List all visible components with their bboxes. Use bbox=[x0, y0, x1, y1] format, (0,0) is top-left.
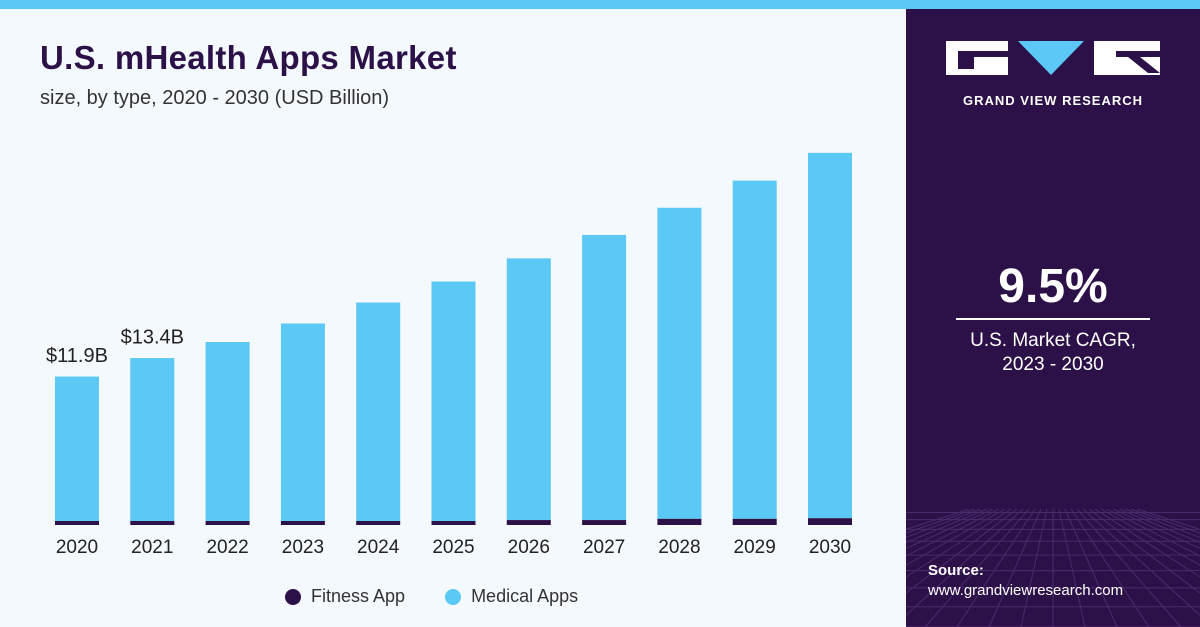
legend-label-fitness: Fitness App bbox=[311, 586, 406, 606]
chart-panel: U.S. mHealth Apps Market size, by type, … bbox=[0, 9, 906, 627]
x-tick-label-2026: 2026 bbox=[508, 537, 550, 558]
bar-fitness-2030 bbox=[808, 518, 852, 525]
cagr-divider bbox=[956, 318, 1150, 320]
legend-item-medical: Medical Apps bbox=[445, 586, 578, 607]
x-tick-label-2020: 2020 bbox=[56, 537, 98, 558]
x-tick-label-2022: 2022 bbox=[206, 537, 248, 558]
bar-medical-2024 bbox=[356, 302, 401, 521]
cagr-label-line2: 2023 - 2030 bbox=[1002, 354, 1104, 375]
data-label-2020: $11.9B bbox=[46, 345, 108, 367]
bar-fitness-2024 bbox=[356, 521, 401, 525]
summary-panel: GRAND VIEW RESEARCH 9.5% U.S. Market CAG… bbox=[906, 9, 1200, 627]
bar-fitness-2026 bbox=[506, 520, 551, 525]
bar-medical-2023 bbox=[280, 323, 325, 521]
bar-medical-2025 bbox=[431, 281, 476, 521]
data-label-2021: $13.4B bbox=[121, 327, 184, 349]
bar-medical-2022 bbox=[205, 342, 250, 521]
x-tick-label-2024: 2024 bbox=[357, 537, 400, 558]
x-tick-label-2023: 2023 bbox=[282, 537, 324, 558]
x-tick-label-2027: 2027 bbox=[583, 537, 625, 558]
x-tick-label-2021: 2021 bbox=[131, 537, 173, 558]
decorative-grid bbox=[906, 509, 1200, 627]
source-note: Source: www.grandviewresearch.com bbox=[928, 561, 1123, 601]
legend-swatch-fitness bbox=[285, 588, 301, 605]
x-tick-label-2028: 2028 bbox=[658, 537, 700, 558]
bar-fitness-2027 bbox=[582, 520, 627, 525]
bar-chart: 2020 2021 2022 2023 2024 2025 2026 2027 2028 2029… bbox=[46, 152, 852, 558]
bar-medical-2021 bbox=[130, 358, 175, 521]
source-url[interactable]: www.grandviewresearch.com bbox=[928, 582, 1124, 599]
bar-fitness-2022 bbox=[205, 521, 250, 525]
bar-medical-2029 bbox=[732, 180, 777, 519]
chart-legend: Fitness App Medical Apps bbox=[285, 586, 618, 607]
bar-medical-2028 bbox=[657, 207, 702, 519]
bar-fitness-2029 bbox=[732, 518, 777, 525]
bar-medical-2020 bbox=[55, 376, 99, 521]
cagr-label-line1: U.S. Market CAGR, bbox=[970, 330, 1136, 351]
legend-swatch-medical bbox=[445, 588, 462, 605]
x-tick-label-2030: 2030 bbox=[809, 537, 851, 558]
gvr-logo-icon bbox=[946, 41, 1160, 75]
bar-fitness-2021 bbox=[130, 521, 175, 525]
cagr-label: U.S. Market CAGR, 2023 - 2030 bbox=[906, 329, 1200, 377]
bar-fitness-2028 bbox=[657, 518, 702, 525]
cagr-value: 9.5% bbox=[998, 260, 1108, 313]
source-label: Source: bbox=[928, 562, 984, 579]
bar-medical-2027 bbox=[582, 234, 627, 521]
bar-fitness-2020 bbox=[55, 521, 99, 525]
bar-medical-2030 bbox=[808, 152, 852, 519]
top-accent-bar bbox=[0, 0, 1200, 9]
x-tick-label-2025: 2025 bbox=[432, 537, 474, 558]
chart-subtitle: size, by type, 2020 - 2030 (USD Billion) bbox=[40, 87, 390, 109]
bar-fitness-2025 bbox=[431, 521, 476, 525]
page-title: U.S. mHealth Apps Market bbox=[40, 39, 457, 76]
x-tick-label-2029: 2029 bbox=[734, 537, 776, 558]
bar-fitness-2023 bbox=[280, 521, 325, 525]
legend-label-medical: Medical Apps bbox=[471, 586, 579, 606]
brand-name: GRAND VIEW RESEARCH bbox=[962, 93, 1144, 108]
legend-item-fitness: Fitness App bbox=[285, 586, 405, 607]
bar-medical-2026 bbox=[506, 258, 551, 521]
